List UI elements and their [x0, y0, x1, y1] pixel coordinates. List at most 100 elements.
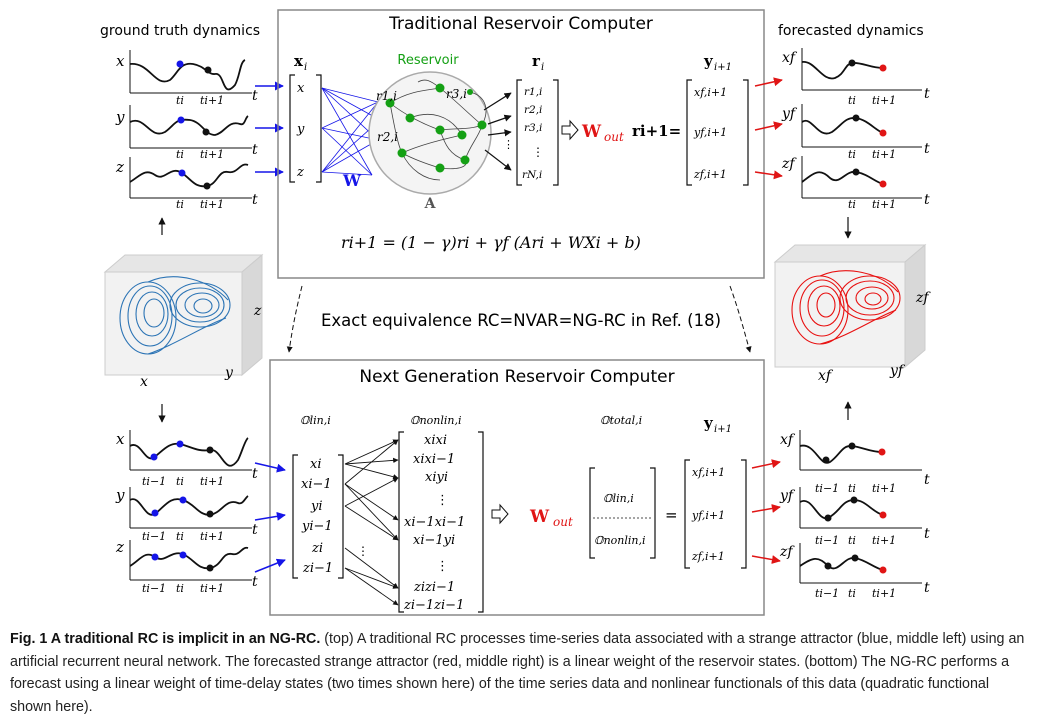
wout-bottom: W — [529, 507, 550, 527]
linear-feature-vector: 𝕆lin,i xi xi−1 yi yi−1 zi zi−1 — [292, 414, 344, 579]
svg-text:⋮: ⋮ — [357, 544, 369, 558]
svg-text:𝕆total,i: 𝕆total,i — [600, 414, 642, 427]
svg-text:ti: ti — [848, 482, 856, 495]
svg-text:ti−1: ti−1 — [815, 534, 839, 547]
forecast-timeseries-top: xf ti ti+1 t yf ti ti+1 t zf ti ti+1 t — [781, 48, 930, 211]
svg-text:yf,i+1: yf,i+1 — [691, 509, 725, 522]
svg-text:zf: zf — [779, 544, 795, 560]
ground-truth-timeseries: x ti ti+1 t y ti ti+1 t z ti ti+1 — [115, 50, 258, 211]
svg-text:t: t — [924, 192, 930, 208]
svg-text:ti: ti — [176, 475, 184, 488]
total-feature-vector: 𝕆total,i 𝕆lin,i 𝕆nonlin,i — [589, 414, 656, 559]
dashed-arrow-left — [286, 285, 303, 353]
svg-text:r3,i: r3,i — [524, 122, 542, 134]
svg-text:xi−1xi−1: xi−1xi−1 — [404, 515, 465, 530]
svg-text:ti−1: ti−1 — [815, 587, 839, 600]
blue-attractor-plot: x y z — [103, 253, 264, 390]
svg-text:xi−1yi: xi−1yi — [413, 533, 455, 548]
svg-text:yi−1: yi−1 — [301, 519, 333, 534]
svg-text:r2,i: r2,i — [524, 104, 542, 116]
svg-text:y: y — [703, 414, 714, 432]
svg-text:ti+1: ti+1 — [200, 198, 224, 211]
svg-text:yf,i+1: yf,i+1 — [693, 126, 727, 139]
svg-text:𝕆lin,i: 𝕆lin,i — [300, 414, 331, 427]
svg-text:ti: ti — [848, 587, 856, 600]
svg-text:t: t — [924, 526, 930, 542]
svg-text:ti+1: ti+1 — [872, 198, 896, 211]
svg-text:rN,i: rN,i — [522, 169, 542, 181]
svg-text:ti: ti — [848, 534, 856, 547]
output-vector-top: y i+1 xf,i+1 yf,i+1 zf,i+1 — [686, 52, 749, 186]
svg-text:i: i — [304, 62, 307, 73]
svg-text:y: y — [115, 108, 125, 126]
svg-text:t: t — [252, 466, 258, 482]
svg-text:zf: zf — [915, 290, 931, 306]
svg-text:ti+1: ti+1 — [200, 530, 224, 543]
wout-top: W — [581, 122, 602, 142]
svg-text:ti: ti — [848, 148, 856, 161]
svg-text:ti: ti — [176, 582, 184, 595]
svg-text:ti−1: ti−1 — [142, 582, 166, 595]
svg-text:x: x — [294, 52, 304, 70]
svg-text:z: z — [296, 165, 304, 180]
output-arrow-y — [754, 121, 783, 131]
top-panel-frame — [277, 9, 765, 279]
svg-text:r1,i: r1,i — [376, 89, 397, 103]
svg-text:x: x — [116, 430, 125, 448]
svg-text:ti: ti — [176, 198, 184, 211]
svg-text:ti+1: ti+1 — [872, 587, 896, 600]
svg-text:⋮: ⋮ — [532, 145, 544, 159]
tick-ti: ti — [176, 94, 184, 107]
svg-text:y: y — [224, 365, 234, 381]
svg-text:yi: yi — [310, 499, 323, 514]
svg-text:ti: ti — [176, 530, 184, 543]
caption-title: Fig. 1 A traditional RC is implicit in a… — [10, 631, 321, 647]
svg-text:y: y — [115, 486, 125, 504]
ngrc-input-arrow-x — [254, 462, 286, 473]
ngrc-forecast-timeseries: xf ti−1 ti ti+1 t yf ti−1 ti ti+1 t zf t… — [779, 430, 930, 600]
svg-text:y: y — [296, 122, 305, 137]
reservoir-equation: ri+1 = (1 − γ)ri + γf (Ari + WXi + b) — [341, 233, 641, 252]
quadratic-fan-arrows — [344, 439, 399, 606]
svg-text:𝕆nonlin,i: 𝕆nonlin,i — [594, 534, 646, 547]
svg-text:𝕆lin,i: 𝕆lin,i — [603, 492, 634, 505]
svg-text:zi−1zi−1: zi−1zi−1 — [403, 598, 464, 613]
svg-text:xf: xf — [782, 50, 798, 66]
input-weight-W: W — [342, 171, 362, 190]
svg-text:xf: xf — [780, 432, 796, 448]
reservoir-label: Reservoir — [397, 53, 459, 68]
red-attractor-plot: xf yf zf — [773, 243, 931, 384]
nonlinear-feature-vector: 𝕆nonlin,i xixi xixi−1 xiyi ⋮ xi−1xi−1 xi… — [398, 414, 484, 613]
svg-text:zizi−1: zizi−1 — [413, 580, 455, 595]
svg-text:r2,i: r2,i — [377, 130, 398, 144]
svg-text:xixi: xixi — [424, 433, 447, 448]
svg-text:t: t — [252, 192, 258, 208]
svg-text:zi−1: zi−1 — [302, 561, 333, 576]
svg-text:zf,i+1: zf,i+1 — [693, 168, 727, 181]
ngrc-output-arrow-z — [751, 555, 781, 565]
svg-text:ti−1: ti−1 — [142, 530, 166, 543]
state-vector: r i r1,i r2,i r3,i ⋮ rN,i — [516, 52, 559, 186]
reservoir-output-arrows — [483, 92, 512, 171]
figure-caption: Fig. 1 A traditional RC is implicit in a… — [10, 628, 1030, 718]
svg-text:x: x — [297, 81, 305, 96]
adjacency-A: A — [424, 196, 437, 212]
svg-text:yf: yf — [779, 488, 796, 504]
svg-text:ti+1: ti+1 — [200, 148, 224, 161]
svg-text:zi: zi — [311, 541, 323, 556]
svg-text:yf: yf — [781, 106, 798, 122]
svg-text:xi: xi — [310, 457, 322, 472]
figure-diagram: ground truth dynamics x ti ti+1 t y ti t… — [100, 9, 931, 616]
svg-text:t: t — [252, 522, 258, 538]
dashed-arrow-right — [729, 285, 752, 353]
hollow-arrow-bottom — [491, 503, 509, 525]
svg-text:ti+1: ti+1 — [200, 582, 224, 595]
svg-text:⋮: ⋮ — [436, 493, 449, 508]
output-arrow-x — [754, 77, 783, 87]
svg-text:t: t — [924, 472, 930, 488]
svg-text:ti: ti — [176, 148, 184, 161]
svg-text:t: t — [924, 580, 930, 596]
bottom-panel-title: Next Generation Reservoir Computer — [359, 367, 674, 387]
svg-text:xf,i+1: xf,i+1 — [694, 86, 727, 99]
ngrc-input-arrow-y — [254, 511, 286, 521]
